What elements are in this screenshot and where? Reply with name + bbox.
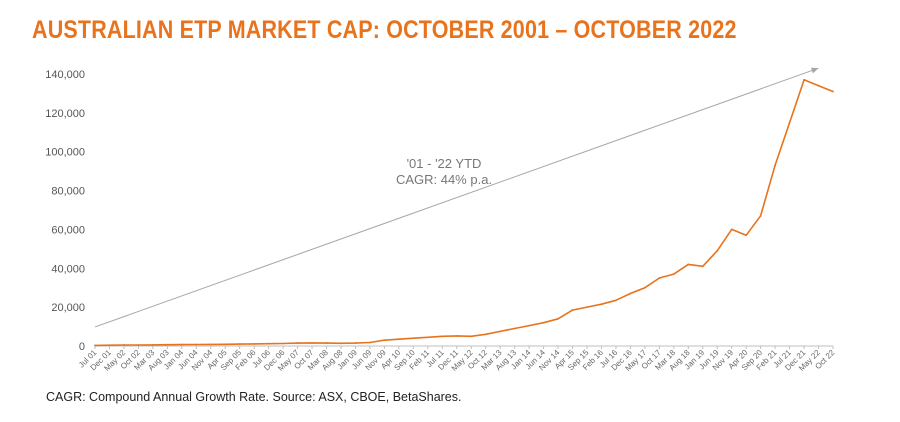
data-point bbox=[282, 342, 285, 345]
data-point bbox=[730, 228, 733, 231]
data-point bbox=[557, 317, 559, 320]
data-point bbox=[137, 344, 140, 346]
data-point bbox=[209, 343, 212, 346]
cagr-annotation-line: CAGR: 44% p.a. bbox=[396, 172, 492, 187]
data-point bbox=[470, 335, 473, 338]
data-point bbox=[803, 78, 805, 81]
cagr-trend-arrow bbox=[94, 67, 819, 328]
data-point bbox=[94, 344, 96, 347]
data-point bbox=[629, 292, 632, 295]
data-point bbox=[311, 341, 313, 344]
plot-area bbox=[94, 78, 834, 347]
data-point bbox=[687, 263, 690, 266]
data-point bbox=[615, 299, 617, 302]
data-point bbox=[455, 334, 458, 337]
data-point bbox=[716, 249, 719, 252]
y-tick-label: 40,000 bbox=[51, 263, 85, 275]
data-point bbox=[340, 342, 342, 345]
data-point bbox=[195, 343, 198, 346]
data-point bbox=[325, 342, 328, 344]
data-point bbox=[658, 277, 661, 279]
data-point bbox=[383, 339, 386, 342]
trend-line bbox=[94, 67, 819, 328]
data-point bbox=[484, 333, 487, 336]
data-point bbox=[397, 338, 400, 341]
data-point bbox=[774, 164, 777, 167]
trend-arrowhead bbox=[810, 67, 819, 74]
data-point bbox=[513, 327, 516, 330]
data-point bbox=[224, 343, 227, 346]
data-point bbox=[542, 321, 545, 324]
y-tick-label: 0 bbox=[79, 341, 85, 353]
data-point bbox=[412, 337, 415, 340]
data-point bbox=[571, 309, 574, 311]
data-point bbox=[499, 330, 502, 333]
data-point bbox=[123, 344, 125, 346]
data-point bbox=[586, 306, 588, 309]
data-point bbox=[354, 342, 357, 344]
chart-title: AUSTRALIAN ETP MARKET CAP: OCTOBER 2001 … bbox=[32, 16, 737, 44]
data-point bbox=[267, 342, 270, 345]
data-point bbox=[296, 342, 299, 344]
y-tick-label: 120,000 bbox=[45, 108, 85, 120]
y-tick-label: 60,000 bbox=[51, 224, 85, 236]
y-tick-label: 100,000 bbox=[45, 147, 85, 159]
y-axis: 0 20,000 40,000 60,000 80,000 100,000 120,000 1… bbox=[45, 69, 85, 353]
data-point bbox=[151, 344, 154, 346]
data-point bbox=[253, 342, 256, 345]
cagr-annotation-line: '01 - '22 YTD bbox=[407, 156, 482, 171]
data-point bbox=[180, 343, 183, 346]
y-tick-label: 80,000 bbox=[51, 186, 85, 198]
y-tick-label: 20,000 bbox=[51, 302, 85, 314]
data-point bbox=[426, 336, 429, 339]
data-point bbox=[832, 90, 834, 93]
market-cap-series-line bbox=[94, 79, 834, 347]
data-point bbox=[108, 344, 111, 347]
data-point bbox=[817, 84, 820, 87]
y-tick-label: 140,000 bbox=[45, 69, 85, 81]
data-point bbox=[528, 324, 531, 327]
data-point bbox=[238, 343, 241, 345]
data-point bbox=[701, 265, 704, 268]
data-point bbox=[745, 234, 748, 237]
data-point bbox=[369, 341, 371, 344]
source-footnote: CAGR: Compound Annual Growth Rate. Sourc… bbox=[46, 390, 462, 404]
data-point bbox=[759, 214, 762, 217]
data-point bbox=[672, 273, 675, 276]
data-point bbox=[441, 335, 444, 338]
data-point bbox=[643, 286, 646, 289]
data-point bbox=[166, 343, 169, 346]
data-point bbox=[600, 303, 603, 306]
data-point bbox=[788, 121, 791, 124]
